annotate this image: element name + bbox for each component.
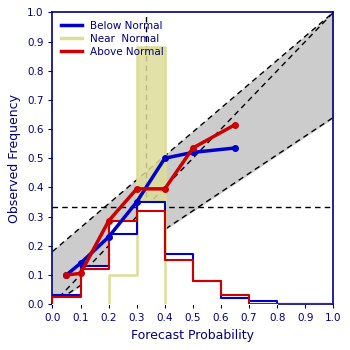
X-axis label: Forecast Probability: Forecast Probability xyxy=(131,329,254,342)
Legend: Below Normal, Near  Normal, Above Normal: Below Normal, Near Normal, Above Normal xyxy=(58,18,167,60)
Y-axis label: Observed Frequency: Observed Frequency xyxy=(8,94,21,223)
